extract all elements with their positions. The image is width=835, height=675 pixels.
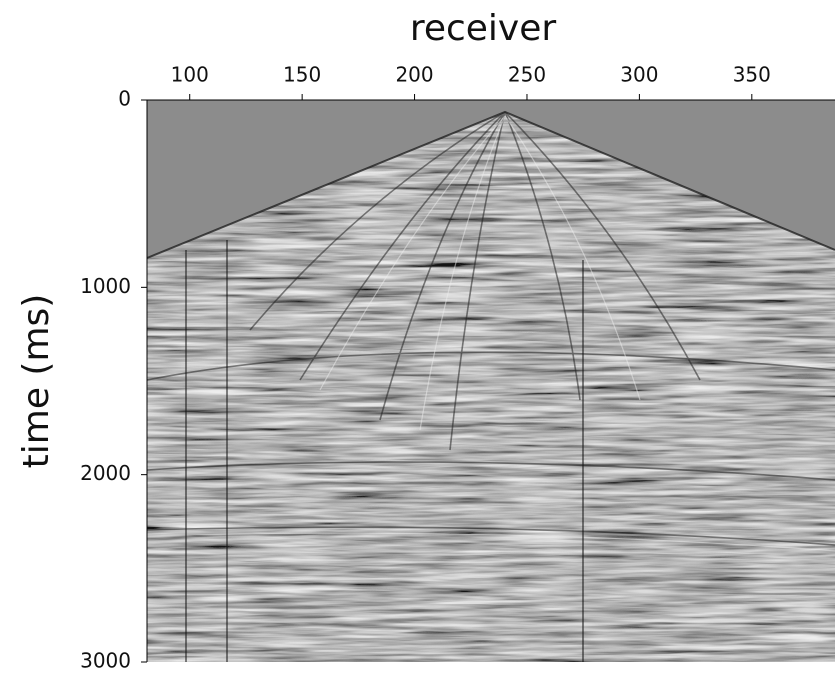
y-tick-label: 0: [118, 87, 131, 111]
x-tick-label: 250: [508, 63, 546, 87]
x-tick-label: 200: [395, 63, 433, 87]
x-tick-label: 100: [171, 63, 209, 87]
x-axis-label: receiver: [410, 8, 557, 49]
y-tick-label: 2000: [80, 461, 131, 485]
y-tick-label: 1000: [80, 274, 131, 298]
seismic-image: [146, 99, 835, 662]
x-tick-label: 150: [283, 63, 321, 87]
x-tick-label: 300: [620, 63, 658, 87]
x-tick-label: 350: [733, 63, 771, 87]
y-tick-label: 3000: [80, 649, 131, 673]
y-axis-label: time (ms): [16, 294, 57, 469]
